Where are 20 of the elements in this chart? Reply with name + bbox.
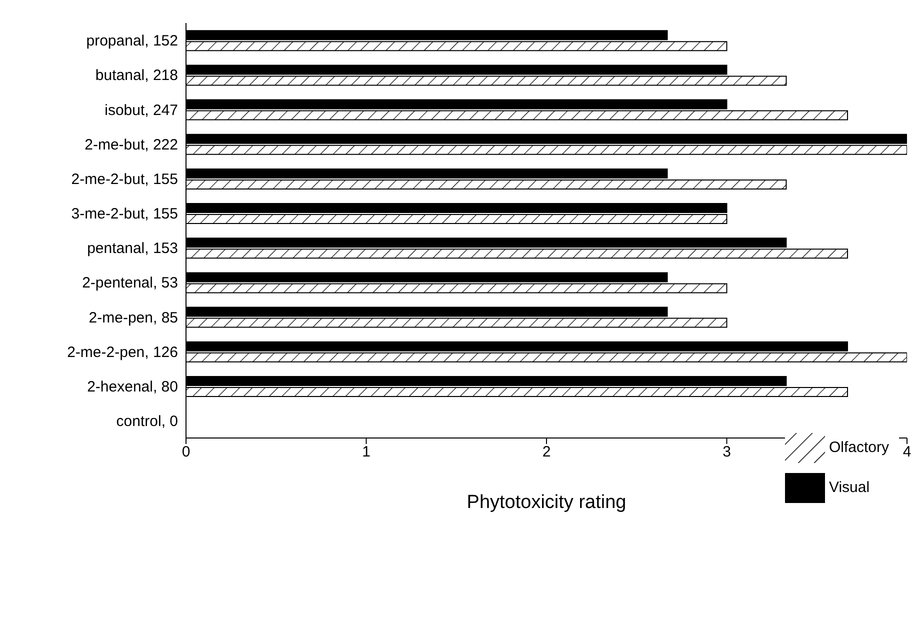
y-tick-label: propanal, 152 bbox=[86, 32, 178, 50]
x-tick-label: 1 bbox=[362, 444, 370, 461]
x-tick-label: 4 bbox=[902, 444, 912, 461]
y-tick-label: 2-me-but, 222 bbox=[84, 136, 178, 154]
y-tick-label: 2-pentenal, 53 bbox=[82, 274, 178, 292]
y-tick-label: 2-hexenal, 80 bbox=[87, 378, 178, 396]
x-tick-label: 3 bbox=[722, 444, 731, 461]
y-tick-label: pentanal, 153 bbox=[87, 240, 178, 258]
y-tick-label: 2-me-2-but, 155 bbox=[71, 170, 178, 188]
x-tick-label: 2 bbox=[542, 444, 551, 461]
y-tick-label: 2-me-pen, 85 bbox=[88, 309, 178, 326]
y-tick-label: 3-me-2-but, 155 bbox=[71, 206, 178, 223]
y-tick-label: isobut, 247 bbox=[104, 102, 178, 119]
legend-label: Visual bbox=[828, 479, 870, 496]
y-tick-label: control, 0 bbox=[116, 413, 178, 430]
legend-label: Olfactory bbox=[828, 439, 889, 456]
y-tick-label: 2-me-2-pen, 126 bbox=[67, 344, 178, 361]
x-tick-label: 0 bbox=[182, 444, 190, 461]
y-tick-label: butanal, 218 bbox=[95, 67, 178, 84]
x-axis-title: Phytotoxicity rating bbox=[466, 492, 626, 513]
